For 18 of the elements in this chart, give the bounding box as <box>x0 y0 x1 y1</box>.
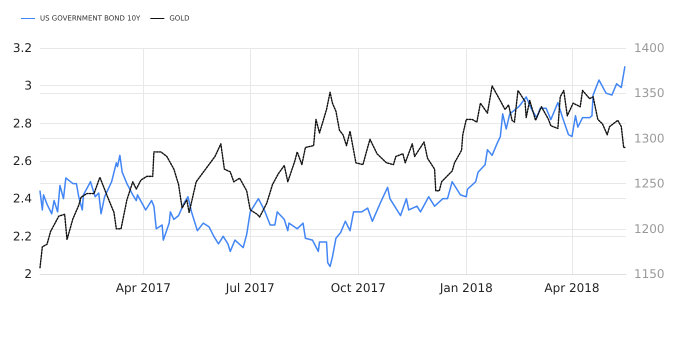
x-tick-label: Oct 2017 <box>330 281 386 295</box>
x-tick-label: Jul 2017 <box>224 281 275 295</box>
y-tick-label: 2.8 <box>12 116 32 130</box>
y-tick-label: 3.2 <box>12 41 32 55</box>
y-tick-label: 2.4 <box>12 192 32 206</box>
x-tick-label: Apr 2017 <box>116 281 171 295</box>
x-tick-label: Apr 2018 <box>544 281 600 295</box>
y-tick-label: 2 <box>24 267 32 281</box>
y-tick-label: 2.2 <box>12 229 32 244</box>
y2-tick-label: 1400 <box>634 41 665 55</box>
y-tick-label: 3 <box>24 78 32 93</box>
x-tick-label: Jan 2018 <box>438 281 493 295</box>
y2-tick-label: 1300 <box>634 131 665 146</box>
y-tick-label: 2.6 <box>12 154 32 168</box>
y2-tick-label: 1350 <box>634 86 665 100</box>
y2-tick-label: 1150 <box>634 267 665 281</box>
y2-tick-label: 1200 <box>634 222 665 236</box>
y2-tick-label: 1250 <box>634 176 665 191</box>
